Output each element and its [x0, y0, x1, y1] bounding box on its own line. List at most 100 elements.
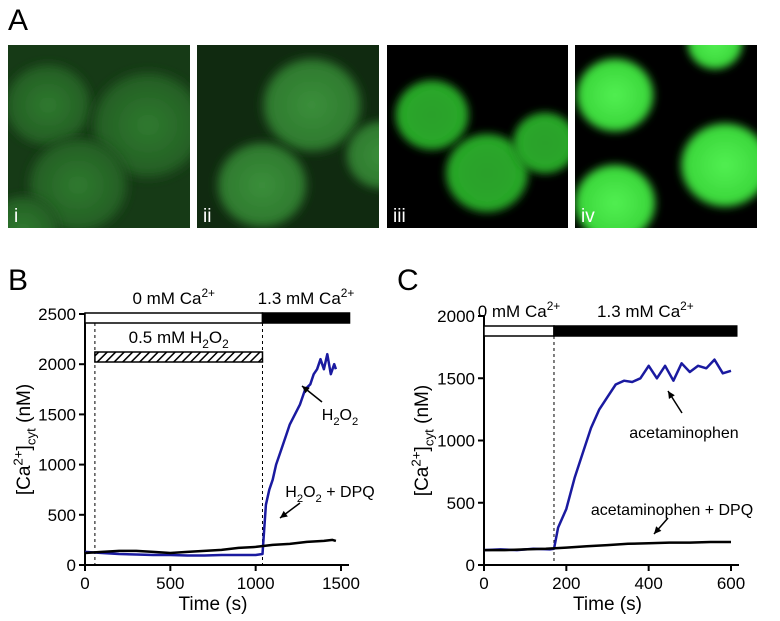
text-segment: cyt: [422, 429, 437, 446]
micrograph: [197, 45, 379, 228]
y-tick-label: 2000: [437, 307, 475, 326]
x-axis-title: Time (s): [573, 594, 642, 615]
cell: [442, 130, 532, 216]
text-segment: 2+: [341, 286, 355, 300]
text-segment: + DPQ: [322, 484, 375, 501]
cell: [257, 52, 367, 158]
micrograph: [575, 45, 757, 228]
period-bar: [553, 325, 738, 337]
text-segment: 2: [202, 337, 209, 351]
x-tick-label: 600: [717, 574, 745, 593]
y-tick-label: 500: [48, 506, 76, 525]
x-tick-label: 1000: [237, 574, 275, 593]
data-line: [84, 352, 338, 557]
text-segment: acetaminophen: [629, 425, 738, 442]
cell: [575, 55, 657, 135]
x-axis-title: Time (s): [179, 594, 248, 615]
data-line: [483, 358, 732, 552]
y-tick-label: 1000: [38, 456, 76, 475]
text-segment: cyt: [24, 428, 39, 445]
y-tick-label: 1500: [38, 405, 76, 424]
text-segment: O: [303, 484, 315, 501]
panel-label: B: [8, 264, 28, 297]
text-segment: (nM): [14, 384, 35, 428]
y-tick-label: 2500: [38, 305, 76, 324]
y-axis-title: [Ca2+]cyt (nM): [408, 385, 436, 496]
text-segment: [Ca: [14, 465, 35, 495]
image-label: i: [14, 206, 18, 227]
text-segment: 2+: [201, 286, 215, 300]
text-segment: 0 mM Ca: [478, 302, 548, 321]
text-segment: 2+: [680, 299, 694, 313]
text-segment: 2: [222, 337, 229, 351]
text-segment: H: [322, 407, 334, 424]
x-tick-label: 400: [634, 574, 662, 593]
cell: [677, 119, 757, 211]
cell: [392, 77, 472, 153]
series-label: H2O2 + DPQ: [285, 484, 374, 505]
series-label: acetaminophen + DPQ: [591, 502, 753, 519]
text-segment: 2: [352, 416, 358, 428]
text-segment: 0.5 mM H: [129, 328, 203, 347]
y-tick-label: 2000: [38, 355, 76, 374]
text-segment: 2+: [10, 450, 25, 465]
y-tick-label: 1500: [437, 369, 475, 388]
image-label: iv: [581, 206, 595, 227]
panel-label: A: [8, 4, 28, 37]
text-segment: 1.3 mM Ca: [597, 302, 681, 321]
text-segment: 1.3 mM Ca: [258, 289, 342, 308]
text-segment: H: [285, 484, 297, 501]
text-segment: 2+: [408, 451, 423, 466]
y-tick-label: 0: [466, 556, 475, 575]
text-segment: ]: [412, 446, 433, 451]
text-segment: 2: [333, 416, 339, 428]
x-tick-label: 200: [552, 574, 580, 593]
panel-label: C: [397, 264, 419, 297]
text-segment: ]: [14, 445, 35, 450]
y-tick-label: 1000: [437, 432, 475, 451]
text-segment: acetaminophen + DPQ: [591, 502, 753, 519]
period-label: 0 mM Ca2+: [132, 286, 215, 308]
x-tick-label: 500: [156, 574, 184, 593]
arrow-head: [668, 391, 675, 399]
arrow-head: [280, 510, 288, 518]
image-label: iii: [393, 206, 406, 227]
text-segment: [Ca: [412, 466, 433, 496]
cell: [342, 117, 379, 193]
data-line: [484, 540, 731, 552]
cell: [685, 45, 745, 72]
x-tick-label: 1500: [322, 574, 360, 593]
period-label: 1.3 mM Ca2+: [258, 286, 355, 308]
cell: [510, 109, 568, 177]
y-axis-title: [Ca2+]cyt (nM): [10, 384, 38, 495]
period-bar: [84, 312, 264, 324]
text-segment: 2: [297, 493, 303, 505]
text-segment: 2: [316, 493, 322, 505]
micrograph: [8, 45, 190, 228]
period-label: 0.5 mM H2O2: [129, 328, 230, 351]
image-label: ii: [203, 206, 211, 227]
x-tick-label: 0: [479, 574, 488, 593]
period-bar: [261, 312, 351, 324]
text-segment: 2+: [547, 299, 561, 313]
arrow-head: [654, 526, 662, 534]
cell: [8, 59, 96, 151]
period-bar: [94, 351, 264, 363]
period-bar: [483, 325, 555, 337]
cell: [212, 137, 312, 228]
micrograph: [387, 45, 568, 228]
text-segment: (nM): [412, 385, 433, 429]
text-segment: O: [340, 407, 352, 424]
text-segment: 0 mM Ca: [132, 289, 202, 308]
x-tick-label: 0: [80, 574, 89, 593]
cell: [575, 161, 659, 228]
y-tick-label: 0: [67, 556, 76, 575]
y-tick-label: 500: [447, 494, 475, 513]
data-line: [84, 538, 337, 555]
series-label: H2O2: [322, 407, 358, 428]
arrow-head: [302, 386, 310, 394]
period-label: 0 mM Ca2+: [478, 299, 561, 321]
cell: [8, 192, 63, 228]
